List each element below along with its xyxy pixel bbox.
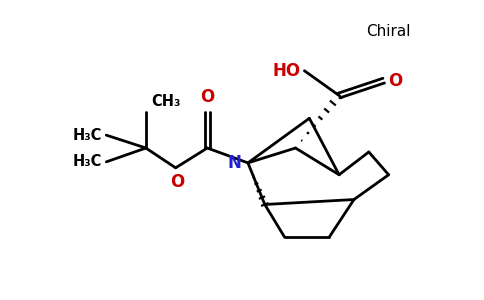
Text: O: O bbox=[200, 88, 214, 106]
Text: CH₃: CH₃ bbox=[151, 94, 180, 110]
Text: H₃C: H₃C bbox=[73, 154, 102, 169]
Text: H₃C: H₃C bbox=[73, 128, 102, 142]
Text: Chiral: Chiral bbox=[366, 24, 411, 39]
Text: N: N bbox=[227, 154, 241, 172]
Text: HO: HO bbox=[272, 62, 301, 80]
Text: O: O bbox=[170, 173, 185, 191]
Text: O: O bbox=[388, 72, 402, 90]
